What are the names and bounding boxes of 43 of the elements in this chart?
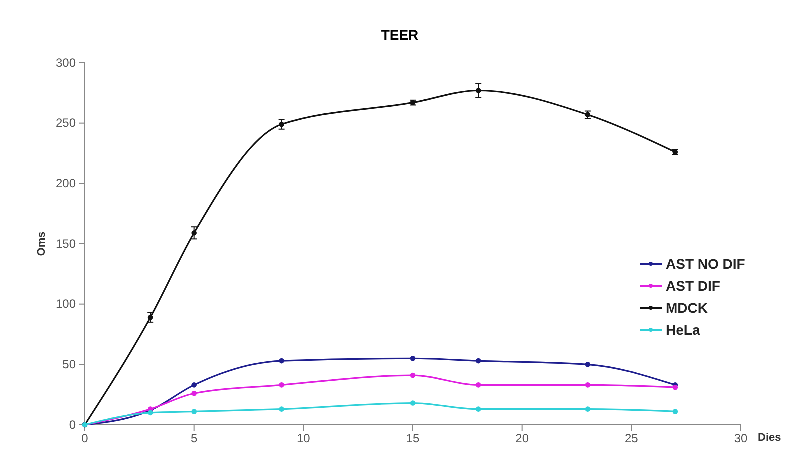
x-tick-label: 15	[406, 432, 420, 446]
legend-label: AST NO DIF	[666, 256, 746, 272]
point	[148, 410, 154, 416]
y-tick-label: 0	[69, 418, 76, 432]
y-tick-label: 250	[56, 116, 76, 130]
point	[279, 122, 284, 128]
point	[279, 382, 284, 388]
point	[192, 382, 197, 388]
x-tick-label: 30	[734, 432, 748, 446]
point	[476, 406, 482, 412]
point	[476, 358, 482, 364]
point	[279, 406, 284, 412]
y-tick-label: 200	[56, 176, 76, 191]
point	[410, 356, 416, 362]
x-axis-title: Dies	[758, 432, 782, 444]
y-tick-label: 50	[62, 358, 76, 372]
x-tick-label: 0	[82, 432, 89, 446]
point	[585, 382, 591, 388]
point	[410, 400, 416, 406]
point	[192, 409, 197, 414]
x-tick-label: 10	[296, 432, 311, 446]
point	[672, 409, 678, 414]
legend-label: MDCK	[666, 300, 708, 316]
legend-label: AST DIF	[666, 278, 721, 294]
x-tick-label: 5	[190, 432, 198, 446]
point	[476, 88, 482, 94]
chart-title: TEER	[381, 27, 419, 43]
point	[585, 406, 591, 412]
point	[192, 230, 197, 236]
point	[148, 314, 154, 320]
point	[672, 384, 678, 390]
point	[279, 358, 284, 364]
y-tick-label: 100	[56, 297, 76, 312]
x-tick-label: 20	[516, 432, 530, 446]
point	[476, 382, 482, 388]
y-tick-label: 300	[56, 56, 76, 70]
x-tick-label: 25	[624, 432, 639, 446]
legend-label: HeLa	[666, 322, 700, 338]
y-tick-label: 150	[56, 236, 76, 251]
point	[410, 372, 416, 378]
point	[192, 390, 197, 396]
point	[585, 362, 591, 368]
y-axis-title: Oms	[36, 232, 48, 256]
